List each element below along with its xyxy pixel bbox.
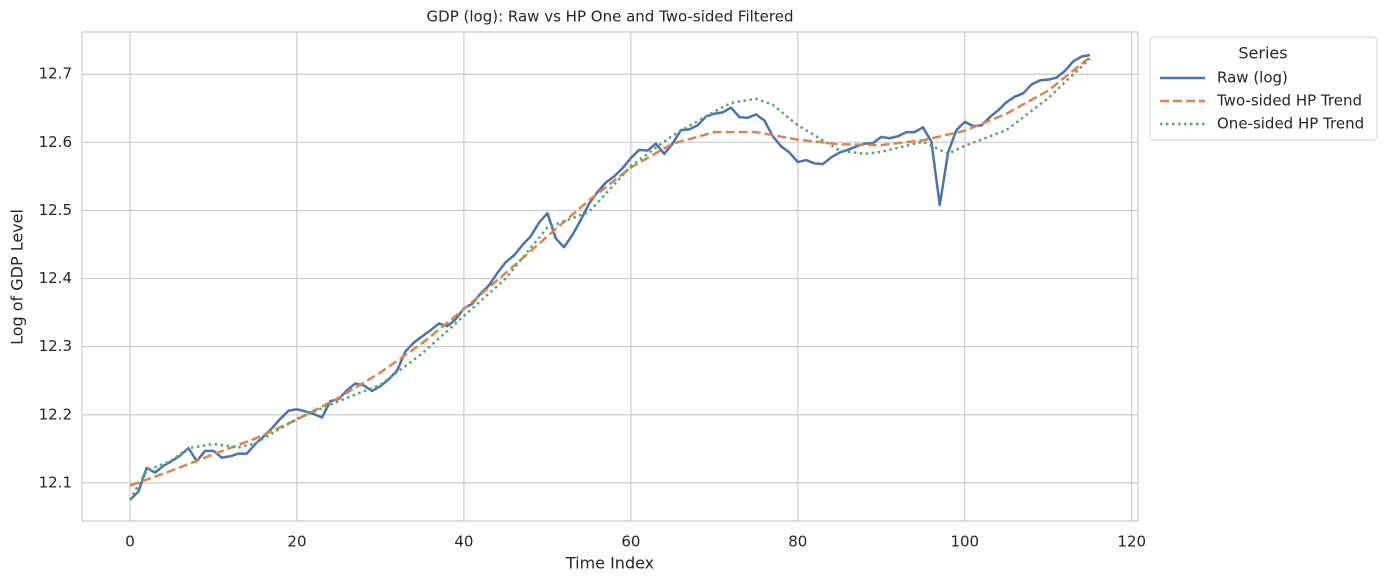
legend-label: One-sided HP Trend xyxy=(1217,115,1364,133)
y-tick-label: 12.7 xyxy=(39,65,72,83)
legend-title: Series xyxy=(1238,44,1287,63)
x-axis-label: Time Index xyxy=(565,554,654,573)
series-line xyxy=(129,56,1091,487)
x-tick-label: 20 xyxy=(287,533,306,551)
x-tick-label: 40 xyxy=(454,533,473,551)
y-tick-label: 12.1 xyxy=(39,473,72,491)
y-tick-label: 12.3 xyxy=(39,337,72,355)
y-tick-label: 12.5 xyxy=(39,201,72,219)
y-tick-label: 12.6 xyxy=(39,133,72,151)
x-tick-label: 100 xyxy=(950,533,979,551)
y-tick-label: 12.4 xyxy=(39,269,72,287)
legend-box xyxy=(1149,36,1378,141)
legend-label: Two-sided HP Trend xyxy=(1216,92,1362,110)
x-tick-label: 120 xyxy=(1117,533,1146,551)
x-tick-label: 80 xyxy=(788,533,807,551)
legend-label: Raw (log) xyxy=(1217,69,1288,87)
series-line xyxy=(128,57,1091,501)
y-tick-label: 12.2 xyxy=(39,405,72,423)
x-tick-label: 60 xyxy=(621,533,640,551)
chart-title: GDP (log): Raw vs HP One and Two-sided F… xyxy=(427,8,794,26)
y-axis-label: Log of GDP Level xyxy=(8,209,27,345)
x-tick-label: 0 xyxy=(125,533,135,551)
series-line xyxy=(129,53,1091,501)
plot-frame xyxy=(81,31,1139,522)
